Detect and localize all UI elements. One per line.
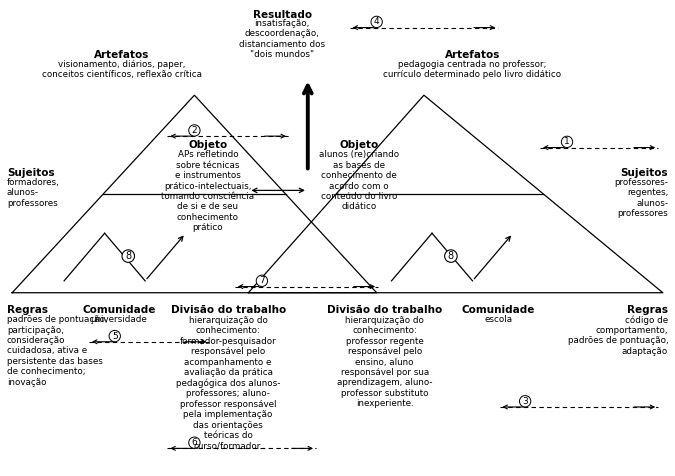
Text: Divisão do trabalho: Divisão do trabalho xyxy=(171,305,286,315)
Text: insatisfação,
descoordenação,
distanciamento dos
"dois mundos": insatisfação, descoordenação, distanciam… xyxy=(239,19,325,59)
Text: 3: 3 xyxy=(522,397,528,406)
Text: Artefatos: Artefatos xyxy=(445,50,500,60)
Text: hierarquização do
conhecimento:
professor regente
responsável pelo
ensino, aluno: hierarquização do conhecimento: professo… xyxy=(337,316,433,408)
Text: Comunidade: Comunidade xyxy=(82,305,155,315)
Text: Comunidade: Comunidade xyxy=(462,305,535,315)
Text: alunos (re)criando
as bases de
conhecimento de
acordo com o
conteúdo do livro
di: alunos (re)criando as bases de conhecime… xyxy=(319,150,399,211)
Text: 8: 8 xyxy=(125,251,132,261)
Text: visionamento, diários, paper,
conceitos científicos, reflexão crítica: visionamento, diários, paper, conceitos … xyxy=(41,60,202,79)
Text: professores-
regentes,
alunos-
professores: professores- regentes, alunos- professor… xyxy=(614,178,668,218)
Text: padrões de pontuação,
participação,
consideração
cuidadosa, ativa e
persistente : padrões de pontuação, participação, cons… xyxy=(7,315,107,387)
Text: 8: 8 xyxy=(448,251,454,261)
Text: universidade: universidade xyxy=(90,315,147,324)
Text: APs refletindo
sobre técnicas
e instrumentos
prático-intelectuais,
tomando consc: APs refletindo sobre técnicas e instrume… xyxy=(161,150,254,232)
Text: formadores,
alunos-
professores: formadores, alunos- professores xyxy=(7,178,59,208)
Text: pedagogia centrada no professor;
currículo determinado pelo livro didático: pedagogia centrada no professor; currícu… xyxy=(383,60,562,79)
Text: 4: 4 xyxy=(374,18,379,26)
Text: Sujeitos: Sujeitos xyxy=(7,168,55,178)
Text: Divisão do trabalho: Divisão do trabalho xyxy=(327,305,442,315)
Text: Objeto: Objeto xyxy=(340,140,379,150)
Text: Objeto: Objeto xyxy=(188,140,227,150)
Text: 1: 1 xyxy=(564,138,570,146)
Text: Resultado: Resultado xyxy=(252,10,312,20)
Text: 7: 7 xyxy=(259,277,265,285)
Text: escola: escola xyxy=(484,315,512,324)
Text: 6: 6 xyxy=(192,438,197,447)
Text: 2: 2 xyxy=(192,126,197,135)
Text: Artefatos: Artefatos xyxy=(94,50,149,60)
Text: Regras: Regras xyxy=(7,305,48,315)
Text: hierarquização do
conhecimento:
formador-pesquisador
responsável pelo
acompanham: hierarquização do conhecimento: formador… xyxy=(176,316,280,450)
Text: Regras: Regras xyxy=(627,305,668,315)
Text: Sujeitos: Sujeitos xyxy=(620,168,668,178)
Text: código de
comportamento,
padrões de pontuação,
adaptação: código de comportamento, padrões de pont… xyxy=(568,315,668,356)
Text: 5: 5 xyxy=(112,332,117,340)
